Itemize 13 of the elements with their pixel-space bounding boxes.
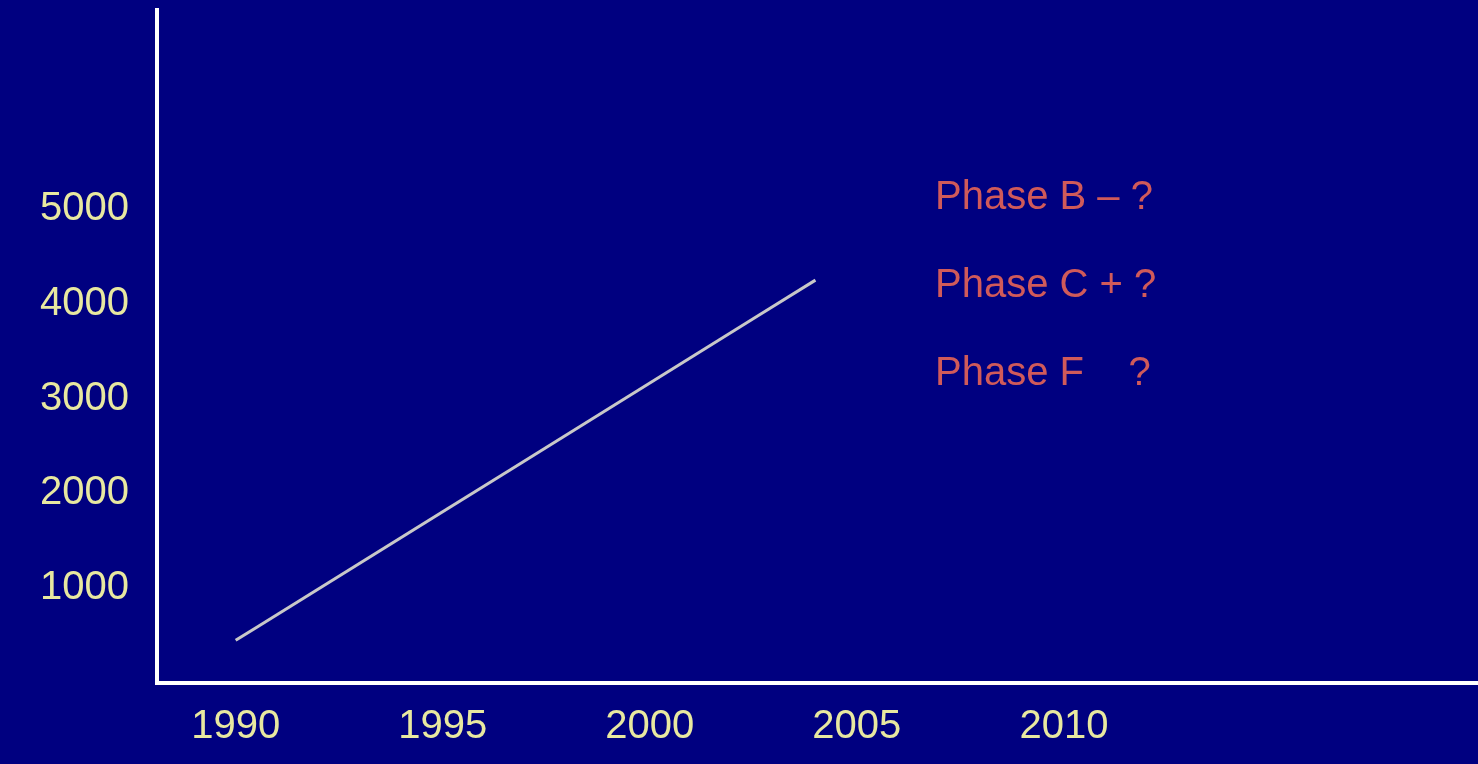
annotation: Phase C + ?: [935, 260, 1157, 306]
x-tick-label: 2000: [605, 702, 695, 747]
y-tick-label: 3000: [40, 373, 129, 418]
y-tick-label: 1000: [40, 563, 129, 608]
y-tick-label: 2000: [40, 468, 129, 513]
x-tick-label: 2010: [1019, 702, 1109, 747]
annotation: Phase B – ?: [935, 172, 1153, 218]
y-tick-label: 5000: [40, 184, 129, 229]
y-tick-label: 4000: [40, 278, 129, 323]
x-tick-label: 2005: [812, 702, 902, 747]
x-tick-label: 1995: [398, 702, 488, 747]
x-tick-label: 1990: [191, 702, 281, 747]
annotation: Phase F ?: [935, 348, 1151, 394]
